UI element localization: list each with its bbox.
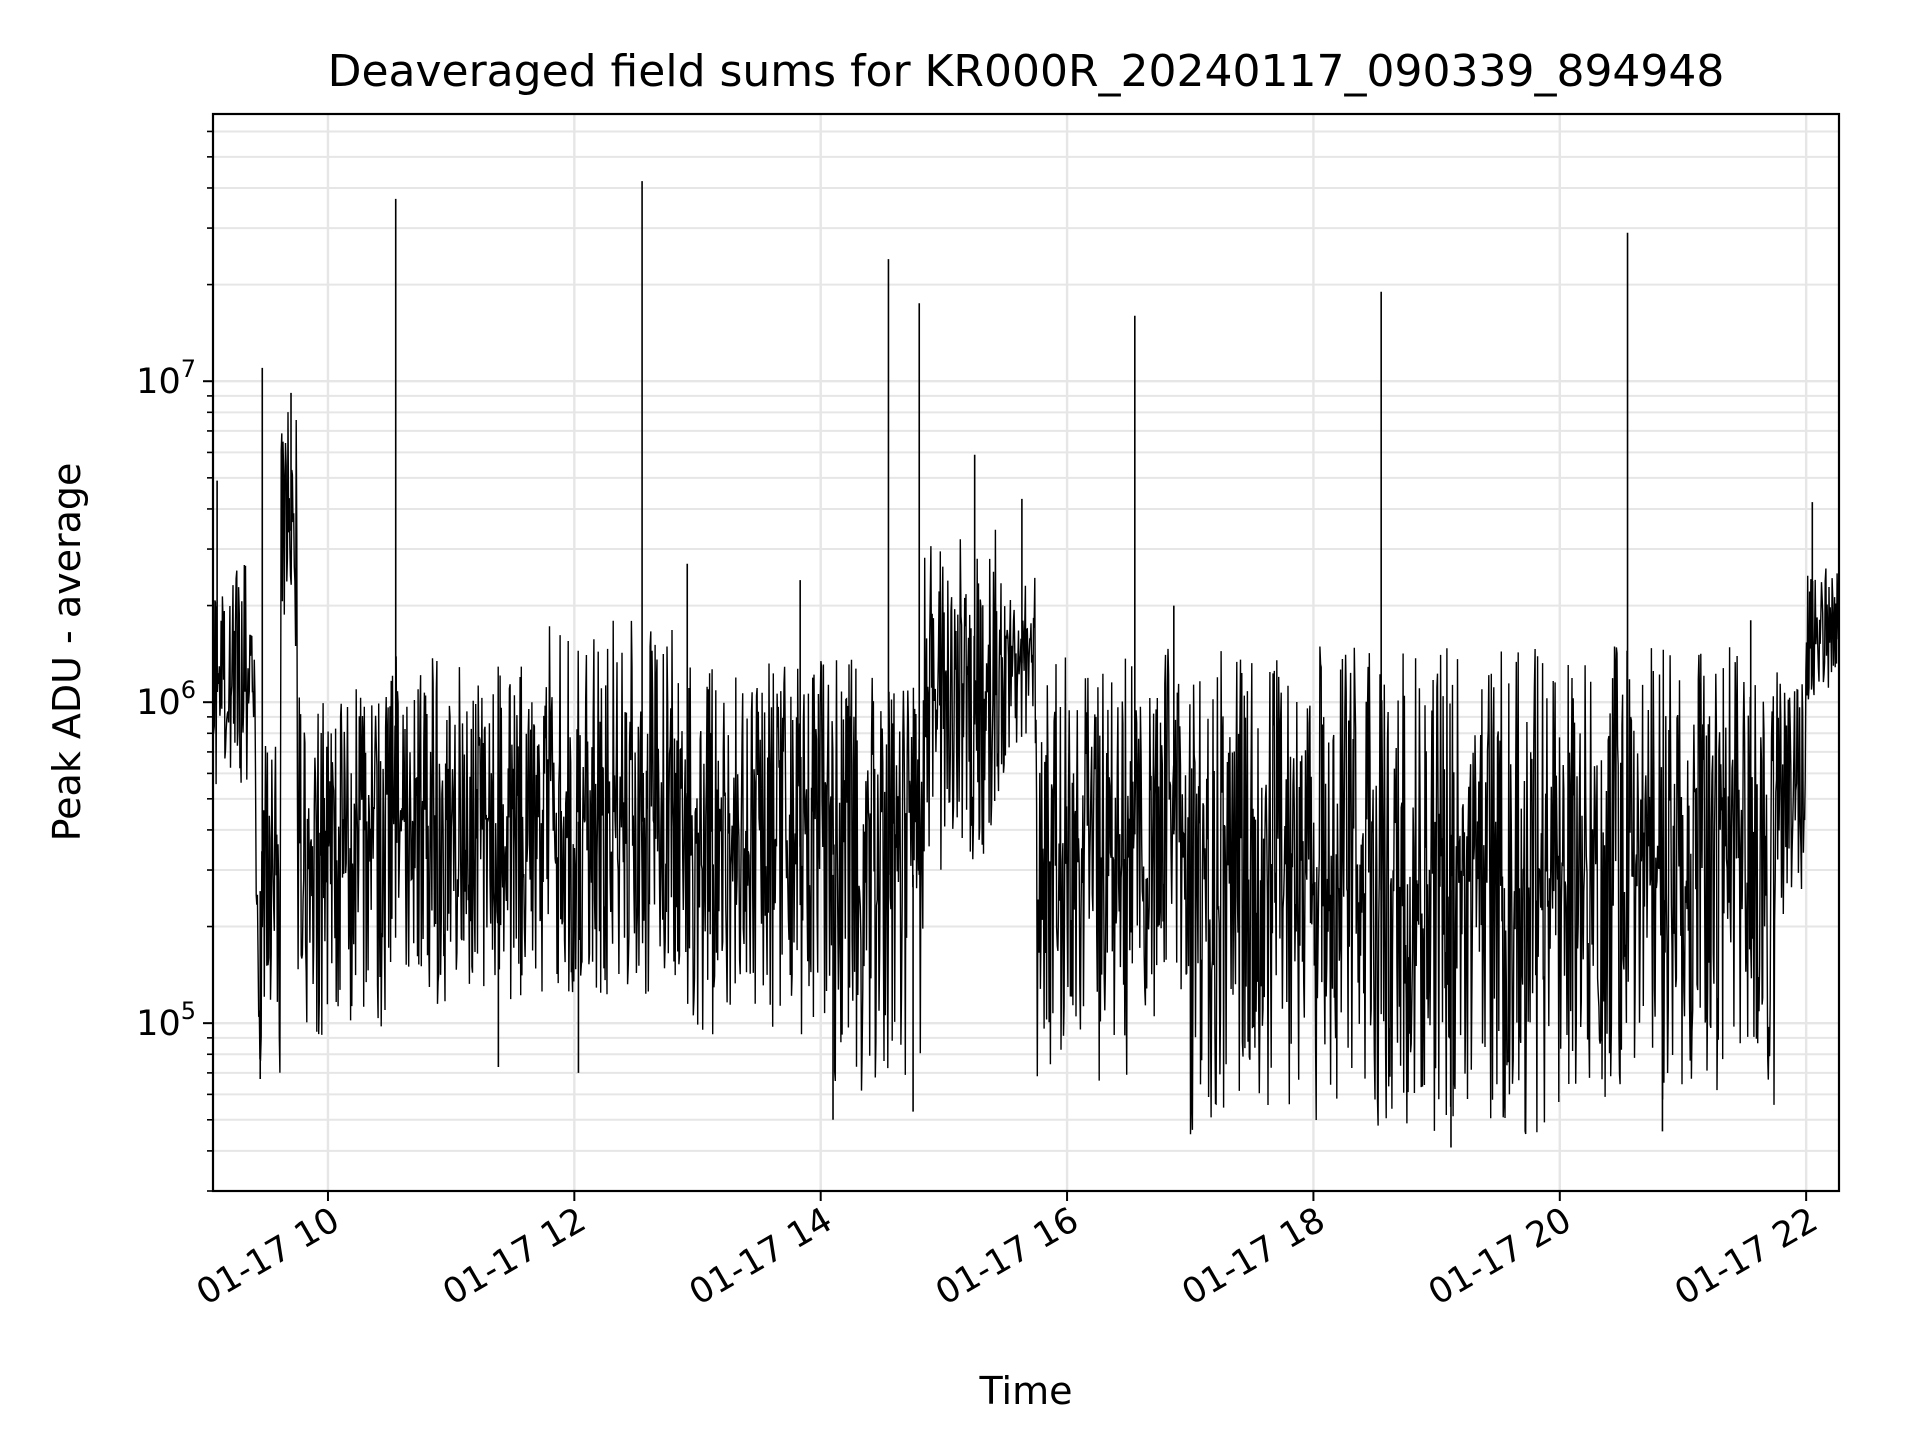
chart-title: Deaveraged field sums for KR000R_2024011… xyxy=(328,46,1725,97)
y-tick-label: 105 xyxy=(136,997,196,1044)
y-axis-label: Peak ADU - average xyxy=(45,463,89,842)
series-layer xyxy=(212,181,1840,1148)
y-tick-label: 106 xyxy=(136,676,196,723)
plot-frame xyxy=(211,112,1841,1193)
x-axis-label: Time xyxy=(979,1369,1073,1413)
series-trace xyxy=(212,412,1840,1135)
y-tick-label: 107 xyxy=(136,355,196,402)
